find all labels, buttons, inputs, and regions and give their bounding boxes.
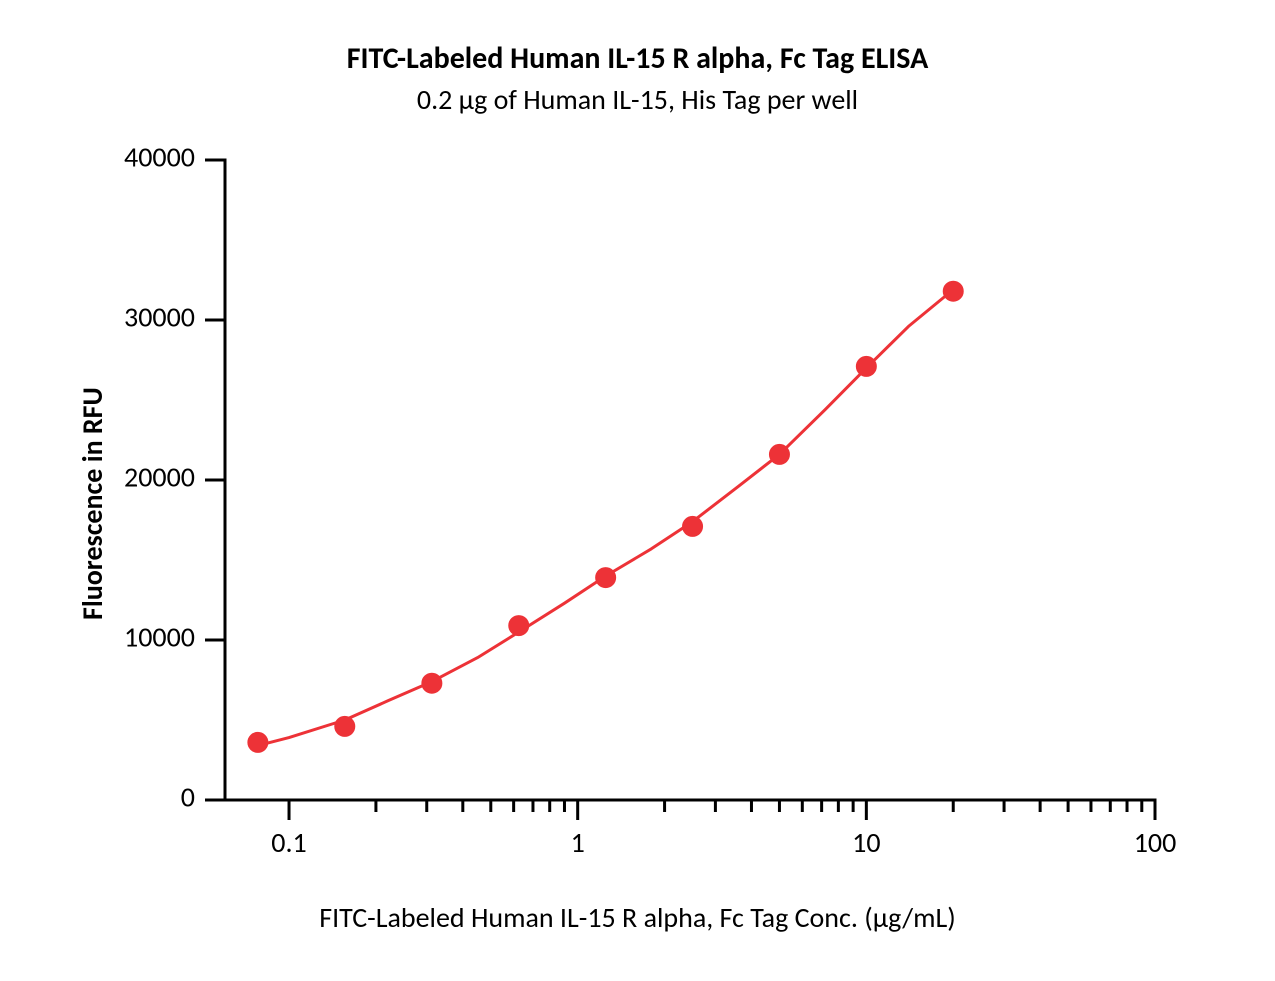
data-point bbox=[596, 568, 616, 588]
x-tick-label: 100 bbox=[1134, 825, 1177, 860]
data-point bbox=[943, 281, 963, 301]
data-point bbox=[335, 716, 355, 736]
data-point bbox=[856, 356, 876, 376]
data-point bbox=[248, 732, 268, 752]
y-tick-label: 30000 bbox=[124, 300, 195, 335]
chart-container: FITC-Labeled Human IL-15 R alpha, Fc Tag… bbox=[0, 0, 1275, 981]
y-tick-label: 0 bbox=[181, 780, 195, 815]
chart-svg: 0 10000 20000 30000 40000 0.1 1 10 100 bbox=[0, 0, 1275, 981]
y-tick-label: 20000 bbox=[124, 460, 195, 495]
data-point bbox=[422, 673, 442, 693]
fit-curve bbox=[258, 290, 953, 746]
data-point bbox=[683, 516, 703, 536]
y-tick-label: 10000 bbox=[124, 620, 195, 655]
data-point bbox=[769, 444, 789, 464]
x-axis-label: FITC-Labeled Human IL-15 R alpha, Fc Tag… bbox=[0, 900, 1275, 935]
x-tick-label: 0.1 bbox=[271, 825, 306, 860]
y-tick-label: 40000 bbox=[124, 140, 195, 175]
x-tick-label: 10 bbox=[852, 825, 880, 860]
data-point bbox=[509, 616, 529, 636]
x-tick-label: 1 bbox=[571, 825, 585, 860]
plot-area: 0 10000 20000 30000 40000 0.1 1 10 100 bbox=[0, 0, 1275, 981]
